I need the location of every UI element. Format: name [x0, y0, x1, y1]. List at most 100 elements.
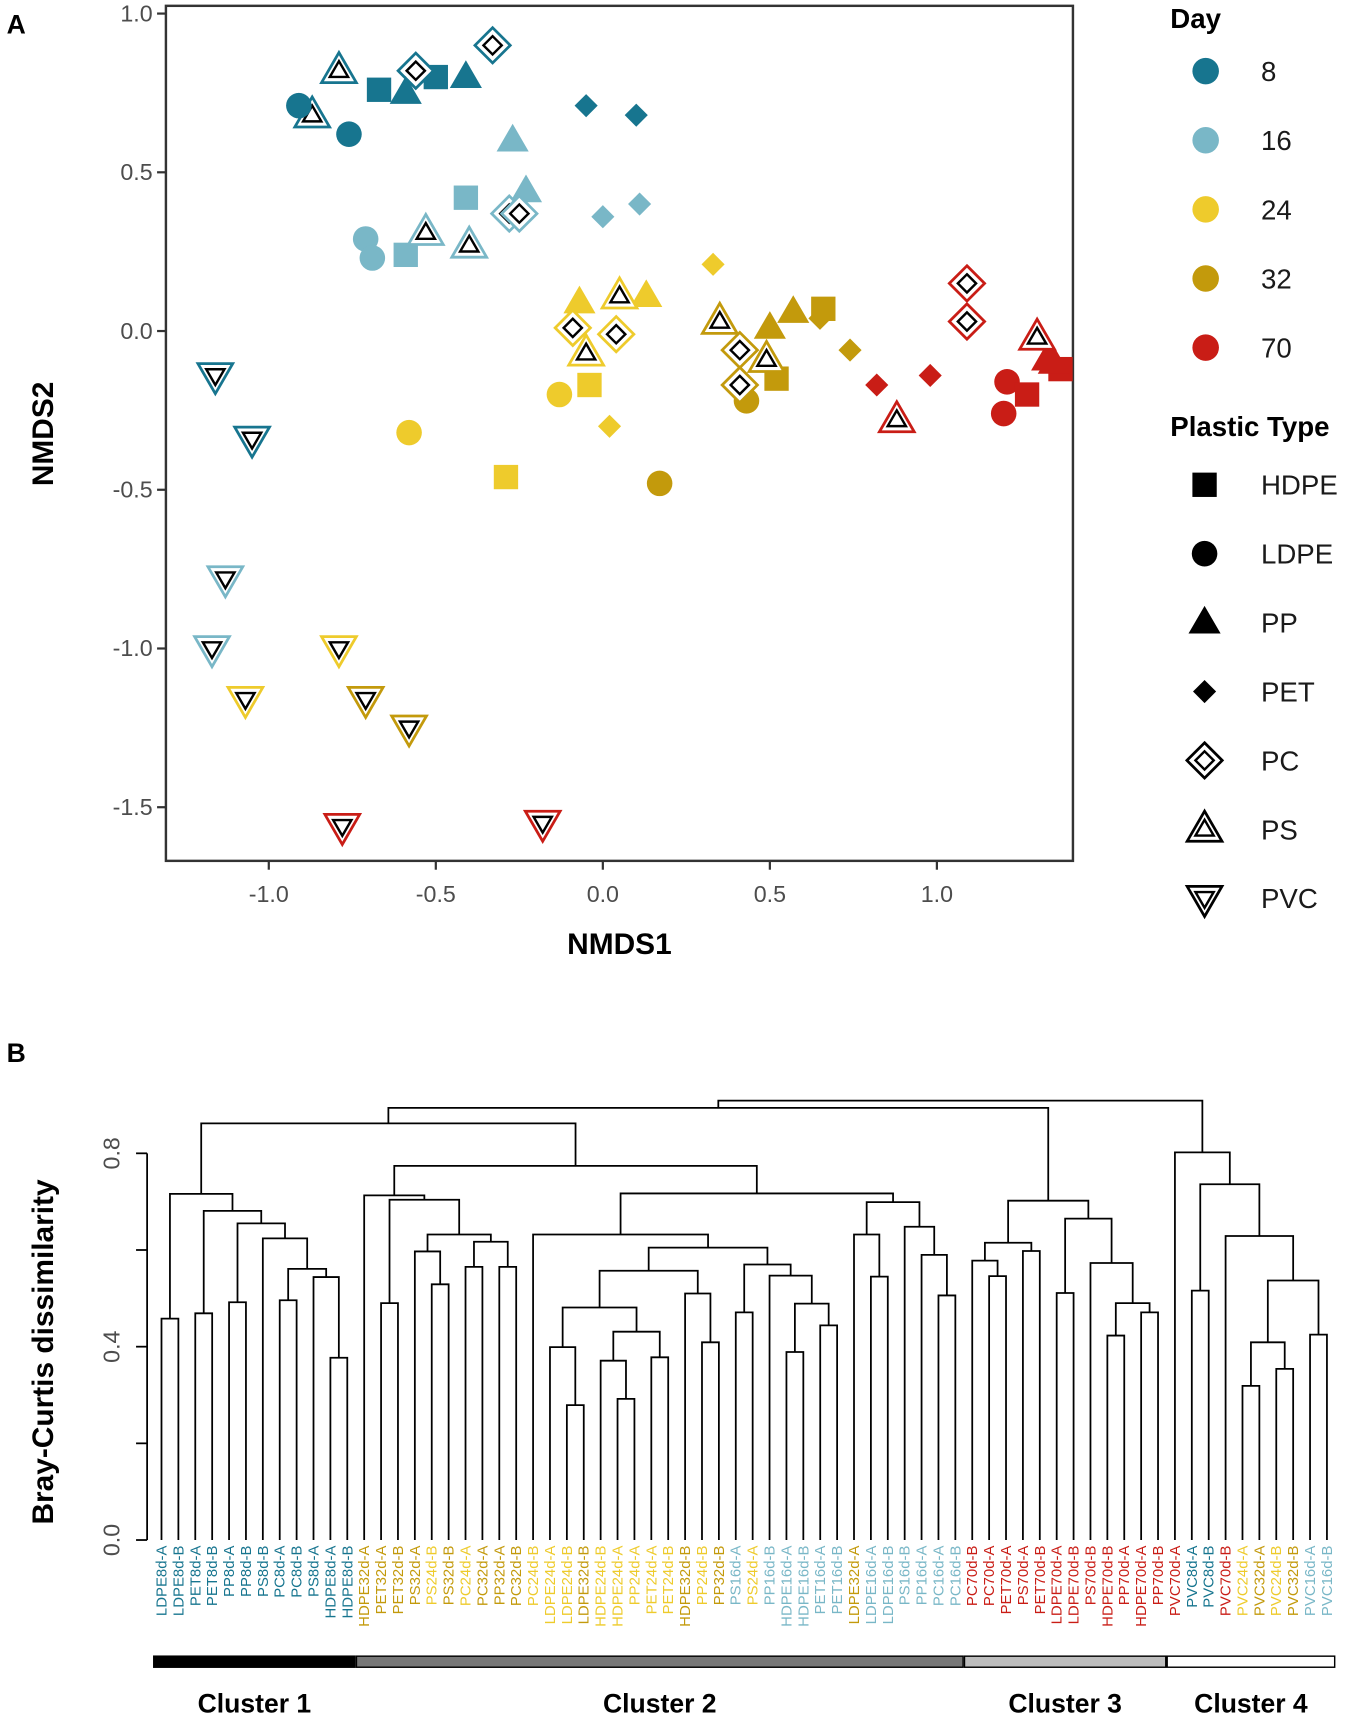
point-day16-ps	[449, 224, 490, 259]
dendrogram-branch	[236, 1222, 286, 1303]
open-down-triangle-inner	[1193, 890, 1216, 911]
leaf-label: HDPE8d-A	[322, 1546, 339, 1619]
legend-label-day-24: 24	[1261, 194, 1292, 225]
dendrogram-branch	[743, 1263, 792, 1313]
point-day8-pc	[396, 51, 436, 91]
leaf-label: PC70d-B	[964, 1546, 981, 1607]
dendrogram-branch	[1140, 1311, 1159, 1541]
dendrogram-branch	[287, 1267, 328, 1301]
leaf-label: PC70d-A	[981, 1546, 998, 1607]
leaf-label: PVC8d-B	[1201, 1546, 1218, 1608]
dendrogram-branch	[1190, 1289, 1210, 1541]
leaf-label: PC8d-A	[272, 1546, 289, 1598]
legend-swatch-ldpe	[1191, 540, 1218, 567]
open-down-triangle-inner	[214, 571, 237, 591]
dendrogram-branch	[598, 1269, 699, 1308]
axis-ticks: -1.0 -0.5 0.0 0.5 1.0 1.0 0.5 0.0 -0.5 -1.0 -1.5	[113, 0, 953, 906]
dendrogram-branch	[532, 1233, 709, 1541]
leaf-label: PVC70d-A	[1167, 1546, 1184, 1617]
diamond-marker	[628, 192, 652, 216]
leaf-label: PS16d-B	[897, 1546, 914, 1606]
triangle-marker	[449, 60, 482, 89]
dendrogram-branch	[549, 1346, 577, 1541]
cluster-bar-2	[355, 1655, 964, 1668]
x-tick-label: -0.5	[416, 881, 456, 907]
open-down-triangle-inner	[354, 691, 377, 712]
point-day70-ps	[877, 398, 917, 434]
leaf-label: HDPE16d-A	[778, 1546, 795, 1627]
point-day70-pc	[947, 301, 987, 342]
legend-label-pc: PC	[1261, 745, 1299, 776]
dendrogram-branch	[426, 1233, 492, 1252]
diamond-marker	[838, 338, 862, 362]
legend-swatch-day-8	[1192, 57, 1219, 85]
dendrogram-branch	[647, 1246, 769, 1271]
point-day16-pp	[496, 123, 529, 152]
leaf-label: PVC16d-B	[1319, 1546, 1336, 1617]
legend-label-pet: PET	[1261, 676, 1315, 707]
leaf-label: PC24d-A	[458, 1546, 475, 1607]
dendrogram-branch	[194, 1312, 214, 1541]
dendrogram-branch	[169, 1193, 234, 1319]
leaf-label: LDPE70d-A	[1049, 1546, 1066, 1625]
leaf-label: PS8d-B	[255, 1546, 272, 1597]
y-tick-label: 1.0	[120, 0, 152, 26]
diamond-marker	[808, 306, 832, 330]
point-day70-pvc	[322, 813, 363, 848]
leaf-label: HDPE70d-B	[1099, 1546, 1116, 1627]
leaf-label: PS24d-A	[745, 1546, 762, 1606]
leaf-label: PS32d-A	[407, 1546, 424, 1606]
square-marker	[453, 185, 479, 210]
open-diamond-inner	[508, 202, 531, 225]
dendrogram-branch	[160, 1317, 180, 1541]
square-marker	[366, 77, 392, 102]
dendrogram-branch	[1309, 1333, 1328, 1541]
open-triangle-inner	[608, 284, 631, 304]
dendrogram-branch	[619, 1192, 894, 1235]
circle-marker	[546, 381, 573, 408]
legend-swatch-hdpe	[1192, 472, 1217, 497]
dendrogram-branch	[261, 1237, 309, 1541]
legend-swatch-day-24	[1192, 196, 1219, 223]
point-day8-pp	[449, 60, 482, 89]
point-day24-ldpe	[396, 419, 422, 446]
point-day70-pc	[947, 263, 987, 304]
point-day24-pet	[597, 414, 622, 438]
leaf-label: HDPE16d-B	[795, 1546, 812, 1627]
leaf-label: PP8d-B	[238, 1546, 255, 1597]
legend-label-day-70: 70	[1261, 333, 1292, 364]
dendrogram-y-axis: 0.0 0.4 0.8	[98, 1137, 148, 1556]
dendrogram-branch	[937, 1294, 957, 1541]
point-day32-ldpe	[646, 470, 673, 497]
dendrogram-branch	[498, 1266, 518, 1541]
open-triangle-inner	[755, 347, 778, 368]
dendrogram-branch	[1055, 1292, 1075, 1541]
y-tick-label: 0.5	[120, 159, 152, 185]
cluster-bars: Cluster 1 Cluster 2 Cluster 3 Cluster 4	[153, 1655, 1336, 1719]
point-day70-hdpe	[1014, 382, 1040, 407]
point-day70-ps	[1017, 316, 1057, 351]
legend-label-hdpe: HDPE	[1261, 470, 1338, 501]
circle-marker	[359, 245, 386, 271]
circle-marker	[286, 92, 312, 119]
legend-label-day-32: 32	[1261, 263, 1292, 294]
dendrogram-branch	[599, 1359, 627, 1541]
square-marker	[1192, 472, 1217, 497]
point-day16-pc	[499, 193, 539, 234]
dendrogram-branch	[1250, 1341, 1286, 1386]
point-day32-pet	[838, 338, 862, 362]
point-day32-pet	[808, 306, 832, 330]
leaf-label: PVC70d-B	[1218, 1546, 1235, 1617]
nmds-scatter-plot: -1.0 -0.5 0.0 0.5 1.0 1.0 0.5 0.0 -0.5 -1.0 -1.5 N…	[27, 0, 1338, 960]
point-day24-ps	[599, 275, 640, 310]
point-day24-hdpe	[577, 372, 602, 398]
diamond-marker	[597, 414, 622, 438]
x-tick-label: 0.5	[754, 881, 786, 907]
dendrogram-y-axis-title: Bray-Curtis dissimilarity	[27, 1179, 60, 1525]
open-diamond-inner	[404, 59, 427, 82]
point-day24-pvc	[319, 635, 359, 670]
dendrogram-branch	[785, 1351, 805, 1541]
dendrogram-branch	[1174, 1151, 1231, 1541]
open-diamond-inner	[1193, 749, 1216, 772]
dendrogram-branch	[363, 1194, 426, 1541]
